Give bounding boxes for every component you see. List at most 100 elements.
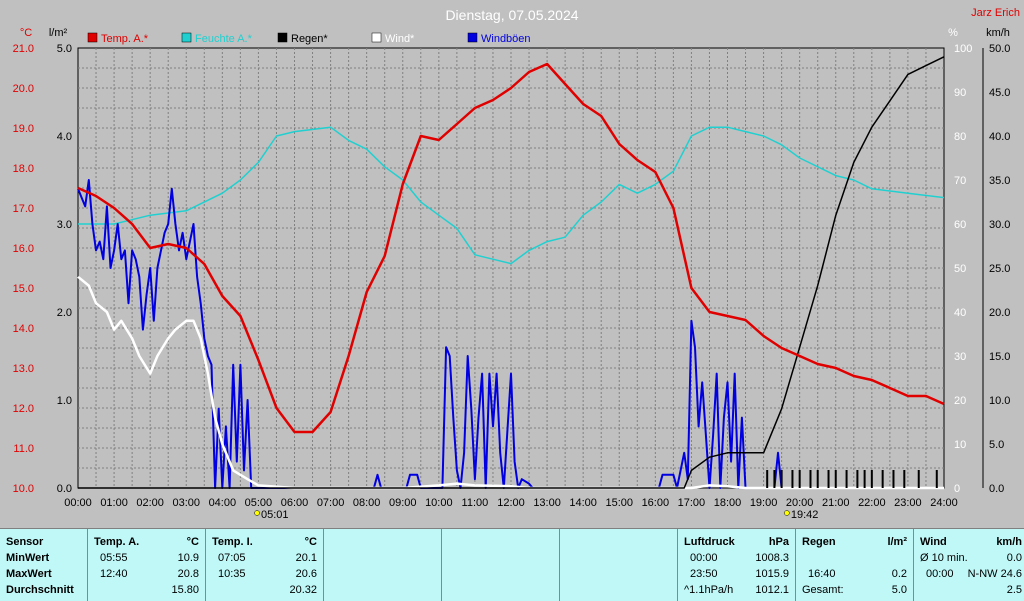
x-tick-label: 10:00 [425, 497, 453, 509]
temp-tick-label: 15.0 [13, 283, 34, 295]
x-tick-label: 16:00 [642, 497, 670, 509]
regen-total-value: 5.0 [891, 584, 907, 596]
rain-tick [798, 470, 801, 488]
x-tick-label: 08:00 [353, 497, 381, 509]
sunrise-icon [254, 510, 260, 516]
temp-i-header: Temp. I. [212, 536, 253, 548]
sunset-label: 19:42 [791, 509, 819, 521]
temp-tick-label: 18.0 [13, 163, 34, 175]
temp-tick-label: 21.0 [13, 43, 34, 55]
weather-chart: °C 10.0 11.0 12.0 13.0 14.0 15.0 16.0 17.0 18.0 19… [13, 7, 1020, 521]
temp-tick-label: 13.0 [13, 363, 34, 375]
rain-tick [809, 470, 812, 488]
minwert-label: MinWert [6, 552, 50, 564]
series-line-windben [77, 179, 944, 489]
grid [77, 47, 945, 489]
sensor-header: Sensor [6, 536, 44, 548]
temp-i-unit: °C [304, 536, 317, 548]
rain-tick [773, 470, 776, 488]
legend-label: Feuchte A.* [195, 33, 253, 45]
x-tick-label: 01:00 [100, 497, 128, 509]
x-tick-label: 04:00 [209, 497, 237, 509]
hum-tick-label: 80 [954, 131, 966, 143]
sunrise-label: 05:01 [261, 509, 289, 521]
rain-tick-label: 2.0 [57, 307, 72, 319]
luftdruck-unit: hPa [768, 536, 789, 548]
hum-tick-label: 30 [954, 351, 966, 363]
legend-swatch [277, 32, 288, 43]
hum-tick-label: 50 [954, 263, 966, 275]
series-group [77, 56, 945, 490]
wind-tick-label: 30.0 [989, 219, 1010, 231]
rain-tick [917, 470, 920, 488]
luftdruck-avg-value: 1012.1 [755, 584, 789, 596]
wind-avg10-value: 0.0 [1006, 552, 1022, 564]
wind-axis-unit: km/h [986, 27, 1010, 39]
wind-unit: km/h [996, 536, 1022, 548]
temp-tick-label: 14.0 [13, 323, 34, 335]
x-tick-label: 24:00 [930, 497, 958, 509]
legend-swatch [467, 32, 478, 43]
regen-max-value: 0.2 [891, 568, 907, 580]
empty-column-2 [442, 529, 560, 601]
luftdruck-min-time: 00:00 [690, 552, 718, 564]
x-tick-label: 21:00 [822, 497, 850, 509]
temp-i-min-value: 20.1 [295, 552, 317, 564]
hum-tick-label: 40 [954, 307, 966, 319]
wind-avg-value: 2.5 [1006, 584, 1022, 596]
x-tick-label: 15:00 [605, 497, 633, 509]
regen-header: Regen [802, 536, 836, 548]
legend-swatch [371, 32, 382, 43]
stats-panel: Sensor MinWert MaxWert Durchschnitt Temp… [0, 528, 1024, 601]
rain-tick [791, 470, 794, 488]
legend: Temp. A.* Feuchte A.* Regen* Wind* Windböen [87, 32, 531, 45]
x-tick-label: 09:00 [389, 497, 417, 509]
wind-avg10-label: Ø 10 min. [920, 552, 968, 564]
wind-tick-label: 45.0 [989, 87, 1010, 99]
luftdruck-max-time: 23:50 [690, 568, 718, 580]
rain-tick [863, 470, 866, 488]
x-tick-label: 07:00 [317, 497, 345, 509]
wind-tick-label: 35.0 [989, 175, 1010, 187]
hum-tick-label: 10 [954, 439, 966, 451]
legend-swatch [181, 32, 192, 43]
rain-tick [935, 470, 938, 488]
temp-a-max-value: 20.8 [177, 568, 199, 580]
luftdruck-trend: ^1.1hPa/h [684, 584, 734, 596]
x-tick-label: 18:00 [714, 497, 742, 509]
luftdruck-max-value: 1015.9 [755, 568, 789, 580]
sensor-column: Sensor MinWert MaxWert Durchschnitt [0, 529, 88, 601]
hum-axis-unit: % [948, 27, 958, 39]
rain-tick [881, 470, 884, 488]
rain-tick-label: 3.0 [57, 219, 72, 231]
rain-tick [816, 470, 819, 488]
temp-tick-label: 10.0 [13, 483, 34, 495]
temp-tick-label: 16.0 [13, 243, 34, 255]
series-line-tempa [77, 62, 945, 434]
luftdruck-column: Luftdruck hPa 00:00 1008.3 23:50 1015.9 … [678, 529, 796, 601]
x-tick-label: 02:00 [136, 497, 164, 509]
series-line-regen [78, 56, 945, 489]
temp-i-max-time: 10:35 [218, 568, 246, 580]
wind-tick-label: 15.0 [989, 351, 1010, 363]
rain-axis-unit: l/m² [49, 27, 68, 39]
temp-axis-unit: °C [20, 27, 32, 39]
x-tick-label: 00:00 [64, 497, 92, 509]
wind-tick-label: 25.0 [989, 263, 1010, 275]
wind-tick-label: 40.0 [989, 131, 1010, 143]
legend-swatch [87, 32, 98, 43]
legend-label: Wind* [385, 33, 415, 45]
wind-max-time: 00:00 [926, 568, 954, 580]
wind-max-value: N-NW 24.6 [967, 568, 1022, 580]
temp-i-min-time: 07:05 [218, 552, 246, 564]
x-tick-label: 05:00 [245, 497, 273, 509]
x-tick-label: 14:00 [569, 497, 597, 509]
x-tick-label: 03:00 [172, 497, 200, 509]
rain-tick-label: 5.0 [57, 43, 72, 55]
x-tick-label: 06:00 [281, 497, 309, 509]
temp-tick-label: 12.0 [13, 403, 34, 415]
x-tick-label: 23:00 [894, 497, 922, 509]
chart-title: Dienstag, 07.05.2024 [445, 7, 578, 23]
temp-a-header: Temp. A. [94, 536, 140, 548]
regen-unit: l/m² [887, 536, 907, 548]
